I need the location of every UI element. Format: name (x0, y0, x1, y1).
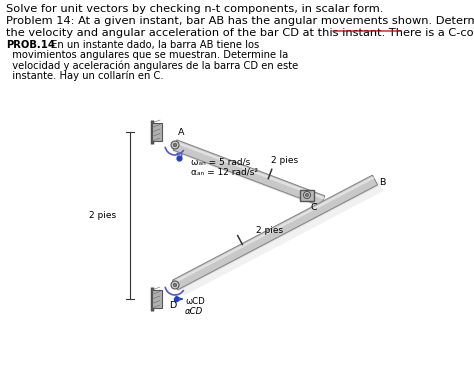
Circle shape (303, 192, 310, 198)
Text: instante. Hay un collarín en C.: instante. Hay un collarín en C. (6, 70, 164, 80)
Text: PROB.14: PROB.14 (6, 40, 55, 50)
Polygon shape (174, 179, 378, 291)
Text: 2 pies: 2 pies (271, 156, 298, 165)
Text: ωₐₙ = 5 rad/s: ωₐₙ = 5 rad/s (191, 157, 250, 166)
Text: velocidad y aceleración angulares de la barra CD en este: velocidad y aceleración angulares de la … (6, 60, 298, 71)
Text: B: B (379, 178, 385, 187)
Text: A: A (178, 128, 184, 137)
Bar (152, 290, 162, 308)
Circle shape (173, 283, 177, 287)
Bar (300, 189, 314, 200)
Text: Problem 14: At a given instant, bar AB has the angular movements shown. Determin: Problem 14: At a given instant, bar AB h… (6, 16, 474, 26)
Polygon shape (173, 144, 323, 207)
Text: 2 pies: 2 pies (89, 211, 116, 220)
Circle shape (171, 281, 179, 289)
Text: αCD: αCD (185, 307, 203, 316)
Text: αₐₙ = 12 rad/s²: αₐₙ = 12 rad/s² (191, 167, 258, 176)
Polygon shape (173, 140, 325, 206)
Text: D: D (169, 301, 177, 310)
Bar (152, 123, 162, 141)
Polygon shape (173, 175, 378, 290)
Text: En un instante dado, la barra AB tiene los: En un instante dado, la barra AB tiene l… (48, 40, 259, 50)
Circle shape (173, 143, 177, 147)
Text: 2 pies: 2 pies (256, 226, 283, 235)
Polygon shape (175, 141, 324, 200)
Polygon shape (173, 176, 374, 283)
Polygon shape (178, 181, 383, 296)
Circle shape (171, 141, 179, 149)
Circle shape (305, 193, 309, 196)
Text: the velocity and angular acceleration of the bar CD at this instant. There is a : the velocity and angular acceleration of… (6, 28, 474, 38)
Text: ωCD: ωCD (185, 297, 205, 306)
Text: C: C (311, 203, 318, 212)
Text: movimientos angulares que se muestran. Determine la: movimientos angulares que se muestran. D… (6, 50, 288, 60)
Text: Solve for unit vectors by checking n-t components, in scalar form.: Solve for unit vectors by checking n-t c… (6, 4, 383, 14)
